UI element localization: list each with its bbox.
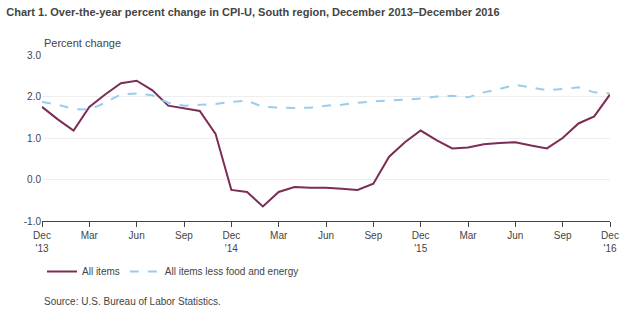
svg-text:Sep: Sep: [554, 230, 572, 241]
svg-text:2.0: 2.0: [27, 91, 41, 102]
svg-text:Percent change: Percent change: [44, 37, 121, 49]
svg-text:Jun: Jun: [507, 230, 523, 241]
svg-text:-1.0: -1.0: [24, 216, 42, 227]
svg-text:Sep: Sep: [175, 230, 193, 241]
svg-text:Dec'16: Dec'16: [601, 230, 619, 254]
svg-text:Mar: Mar: [459, 230, 477, 241]
svg-text:Jun: Jun: [129, 230, 145, 241]
svg-text:Source: U.S. Bureau of Labor S: Source: U.S. Bureau of Labor Statistics.: [44, 296, 221, 307]
svg-text:Mar: Mar: [81, 230, 99, 241]
svg-text:All items less food and energy: All items less food and energy: [165, 266, 298, 277]
svg-text:0.0: 0.0: [27, 174, 41, 185]
svg-text:Jun: Jun: [318, 230, 334, 241]
svg-text:Chart 1. Over-the-year percent: Chart 1. Over-the-year percent change in…: [6, 6, 499, 18]
svg-text:Sep: Sep: [364, 230, 382, 241]
svg-text:Dec'14: Dec'14: [222, 230, 240, 254]
svg-text:All items: All items: [82, 266, 120, 277]
svg-text:Dec'15: Dec'15: [412, 230, 430, 254]
svg-text:3.0: 3.0: [27, 50, 41, 61]
svg-text:Mar: Mar: [270, 230, 288, 241]
svg-text:1.0: 1.0: [27, 133, 41, 144]
svg-text:Dec'13: Dec'13: [33, 230, 51, 254]
